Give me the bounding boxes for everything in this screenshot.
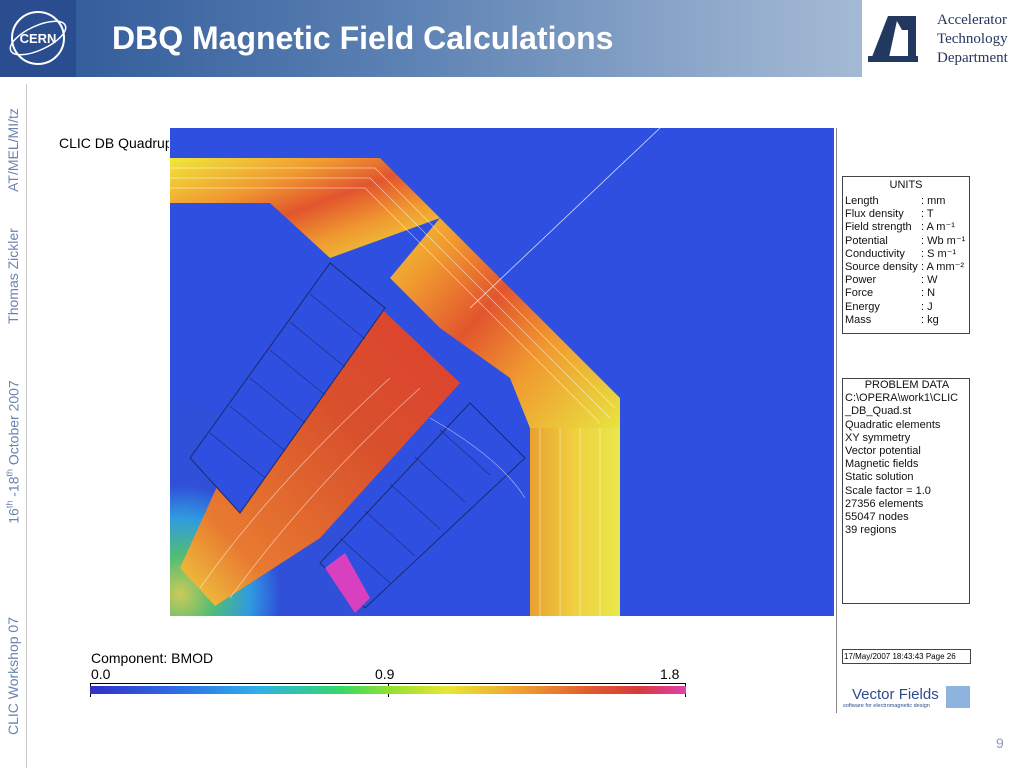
vendor-tagline: software for electromagnetic design [843, 703, 930, 709]
field-map [170, 127, 834, 616]
units-row: Field strength : A m⁻¹ [845, 221, 969, 234]
units-row: Flux density : T [845, 208, 969, 221]
problem-heading: PROBLEM DATA [864, 379, 950, 391]
unit-symbol: : T [921, 208, 934, 221]
at-logo-icon [868, 16, 918, 62]
unit-quantity: Conductivity [845, 247, 905, 260]
problem-line: 55047 nodes [845, 511, 909, 524]
department-line-1: Accelerator [937, 12, 1007, 28]
sidebar: AT/MEL/MI/tz Thomas Zickler 16th -18th O… [0, 100, 26, 750]
unit-symbol: : J [921, 300, 933, 313]
department-line-2: Technology [937, 31, 1008, 47]
vendor-name: Vector Fields [852, 686, 939, 703]
colorbar-max: 1.8 [660, 666, 680, 682]
unit-quantity: Field strength [845, 221, 912, 234]
problem-line: Scale factor = 1.0 [845, 484, 931, 497]
unit-symbol: : S m⁻¹ [921, 247, 957, 260]
unit-quantity: Power [845, 274, 877, 287]
colorbar-min: 0.0 [91, 666, 111, 682]
author-code: AT/MEL/MI/tz [5, 108, 21, 192]
sidebar-divider [26, 84, 27, 768]
unit-symbol: : A mm⁻² [921, 261, 965, 273]
problem-line: 39 regions [845, 524, 897, 537]
unit-symbol: : kg [921, 313, 939, 326]
author-name: Thomas Zickler [5, 228, 21, 324]
at-department-logo: Accelerator Technology Department [862, 0, 1024, 77]
timestamp: 17/May/2007 18:43:43 Page 26 [842, 649, 971, 664]
cern-logo: CERN [0, 0, 76, 77]
slide-title: DBQ Magnetic Field Calculations [112, 20, 614, 56]
unit-quantity: Energy [845, 300, 880, 313]
units-panel: UNITS Length: mm Flux density: T Field str… [842, 176, 970, 334]
unit-symbol: : A m⁻¹ [921, 221, 955, 234]
problem-line: Vector potential [845, 445, 921, 458]
vector-fields-logo-icon [946, 686, 970, 708]
units-row: Length : mm [845, 195, 969, 208]
unit-quantity: Flux density [845, 208, 904, 221]
slide-header: CERN DBQ Magnetic Field Calculations Acc… [0, 0, 1024, 77]
units-heading: UNITS [889, 179, 923, 191]
problem-line: _DB_Quad.st [845, 405, 912, 418]
units-row: Mass : kg [845, 314, 969, 327]
department-line-3: Department [937, 50, 1008, 66]
units-row: Power : W [845, 274, 969, 287]
component-label: Component: BMOD [91, 650, 214, 666]
unit-quantity: Force [845, 287, 874, 300]
units-row: Source density: A mm⁻² [845, 261, 969, 274]
unit-quantity: Length [845, 195, 879, 207]
plot-title: CLIC DB Quadrupole [59, 135, 169, 151]
event-date: 16th -18th October 2007 [4, 380, 22, 524]
units-row: Force : N [845, 287, 969, 300]
units-row: Energy : J [845, 301, 969, 314]
problem-line: Magnetic fields [845, 458, 919, 471]
units-row: Conductivity : S m⁻¹ [845, 248, 969, 261]
unit-symbol: : W [921, 274, 938, 287]
right-panel-divider [836, 128, 837, 713]
problem-line: C:\OPERA\work1\CLIC [845, 392, 959, 405]
units-row: Potential : Wb m⁻¹ [845, 235, 969, 248]
cern-logo-text: CERN [20, 31, 57, 46]
field-map-image [170, 127, 834, 616]
unit-symbol: : N [921, 287, 936, 300]
problem-line: Quadratic elements [845, 418, 941, 431]
page-number: 9 [996, 735, 1004, 751]
colorbar [90, 686, 686, 694]
unit-quantity: Potential [845, 234, 888, 247]
unit-quantity: Source density [845, 261, 918, 273]
problem-line: XY symmetry [845, 431, 911, 444]
unit-symbol: : mm [921, 195, 946, 207]
event-name: CLIC Workshop 07 [5, 616, 21, 736]
problem-line: 27356 elements [845, 497, 924, 510]
cern-logo-icon: CERN [9, 11, 67, 65]
colorbar-mid: 0.9 [375, 666, 395, 682]
problem-data-panel: PROBLEM DATA C:\OPERA\work1\CLIC _DB_Qua… [842, 378, 970, 604]
unit-quantity: Mass [845, 313, 872, 326]
unit-symbol: : Wb m⁻¹ [921, 234, 966, 247]
problem-line: Static solution [845, 471, 914, 484]
